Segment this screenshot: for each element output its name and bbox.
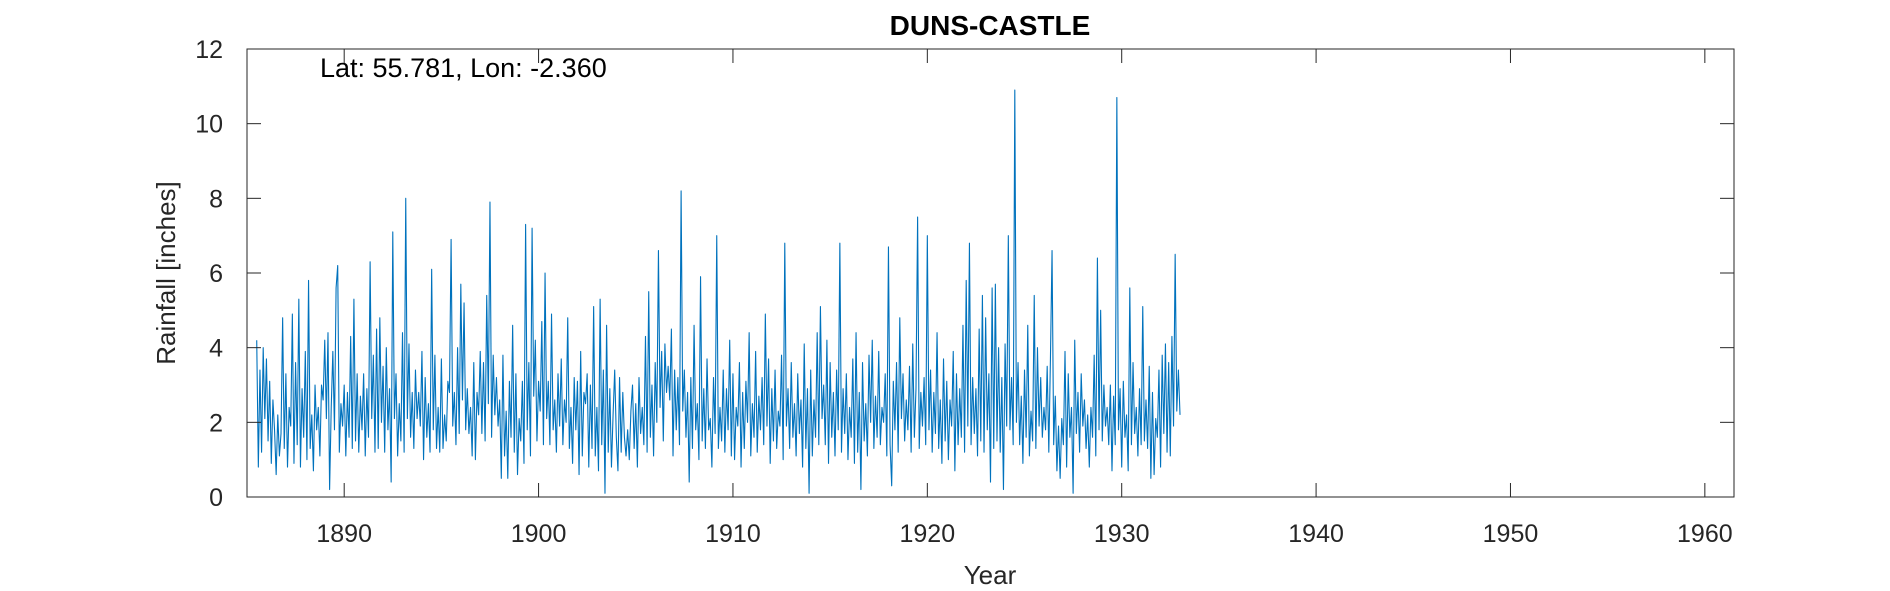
y-tick-label: 10 [195,111,223,139]
y-axis-label: Rainfall [inches] [151,181,181,365]
chart-title: DUNS-CASTLE [890,10,1091,41]
x-tick-label: 1910 [705,520,761,548]
x-axis-ticks: 1890 1900 1910 1920 1930 1940 1950 1960 [316,49,1733,548]
series-layer [256,89,1181,494]
x-tick-label: 1920 [900,520,956,548]
y-tick-label: 8 [209,185,223,213]
y-tick-label: 12 [195,36,223,64]
x-axis-label: Year [964,560,1017,590]
y-tick-label: 0 [209,484,223,512]
location-annotation: Lat: 55.781, Lon: -2.360 [320,53,607,83]
series-line-0 [256,89,1181,494]
y-tick-label: 6 [209,260,223,288]
y-tick-label: 4 [209,335,223,363]
y-tick-label: 2 [209,409,223,437]
x-tick-label: 1960 [1677,520,1733,548]
x-tick-label: 1890 [316,520,372,548]
x-tick-label: 1930 [1094,520,1150,548]
x-tick-label: 1950 [1483,520,1539,548]
x-tick-label: 1940 [1288,520,1344,548]
y-axis-ticks: 0 2 4 6 8 10 12 [195,36,1734,512]
x-tick-label: 1900 [511,520,567,548]
